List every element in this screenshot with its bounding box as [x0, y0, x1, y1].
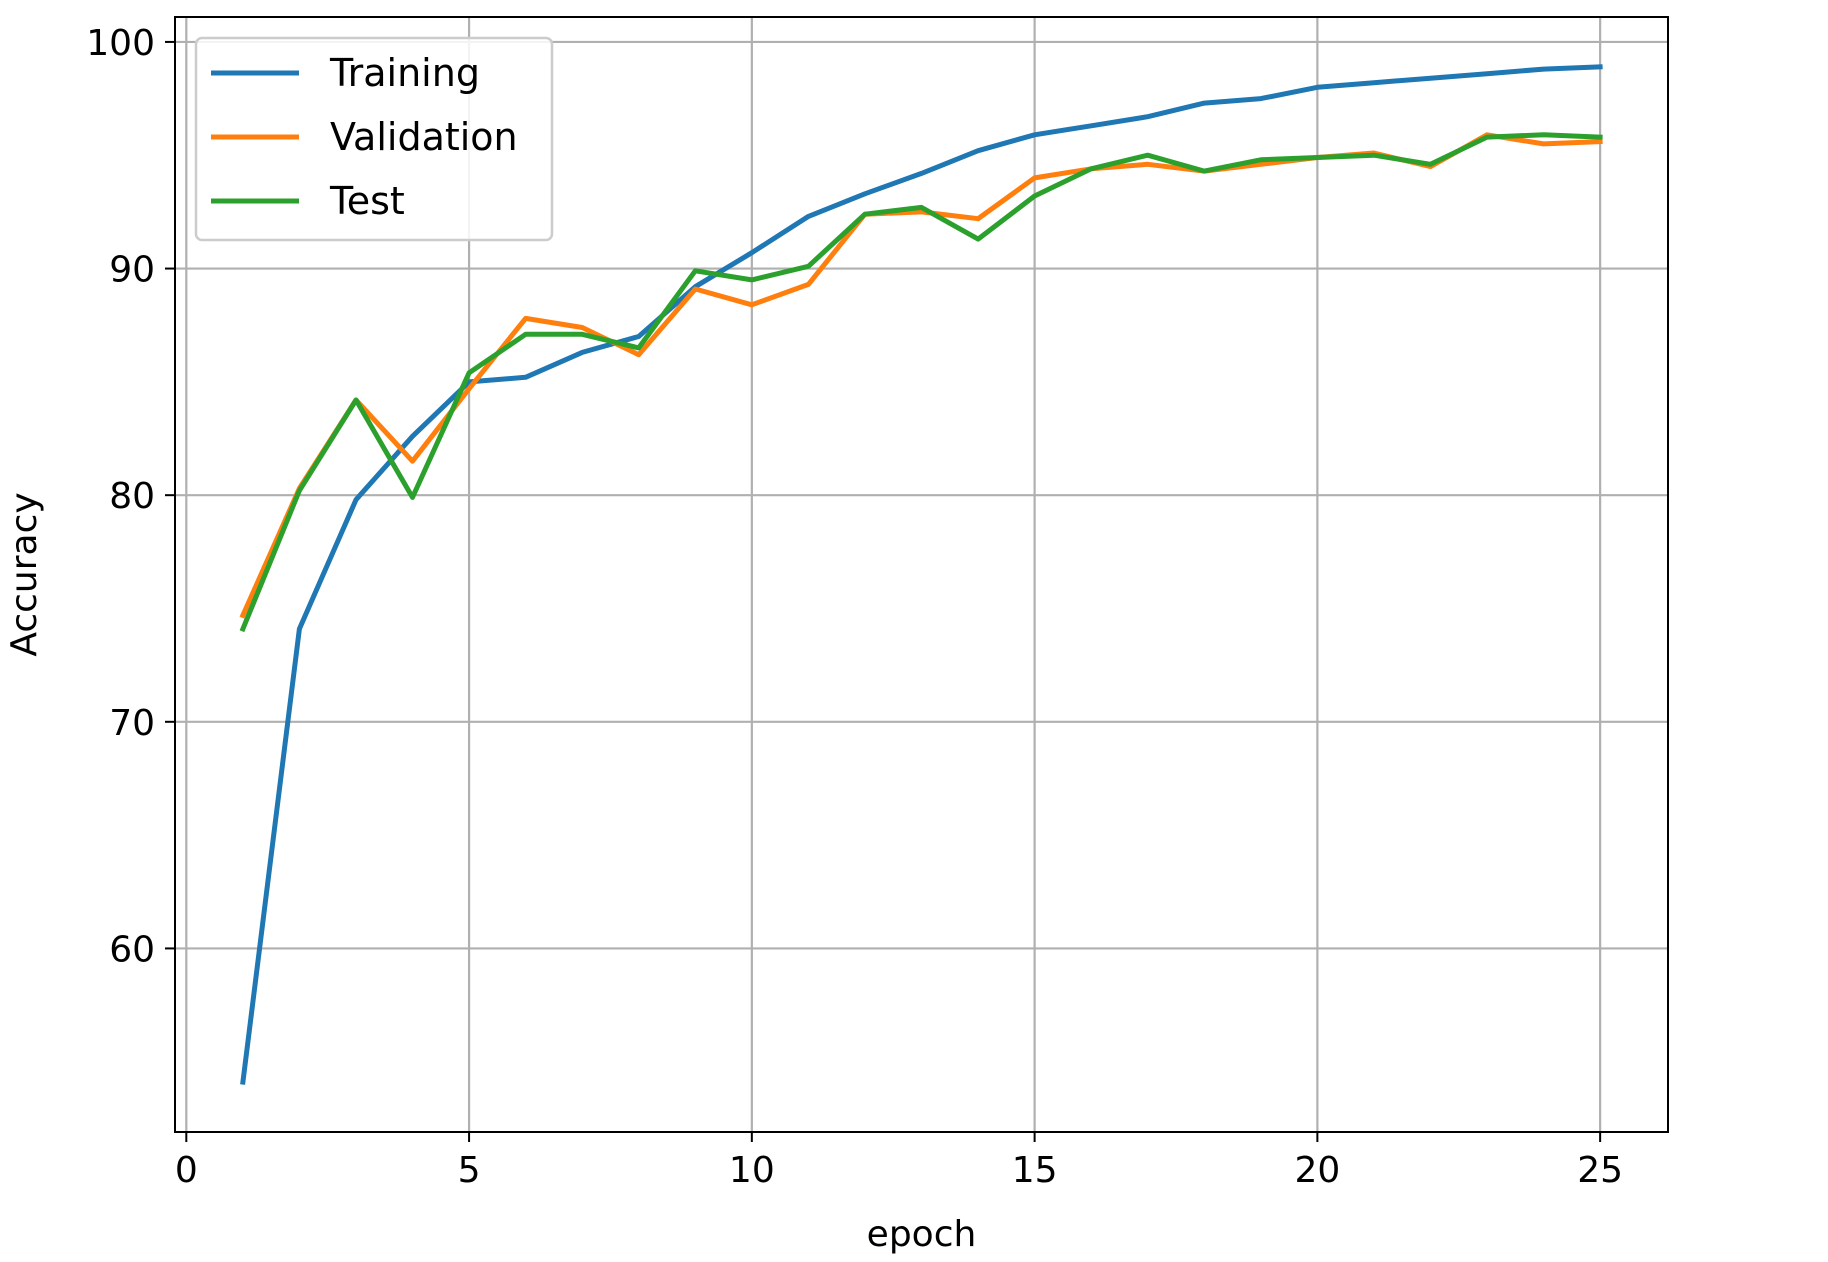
x-tick-label: 10: [729, 1150, 775, 1191]
x-tick-label: 5: [458, 1150, 481, 1191]
plot-frame: [174, 16, 1669, 1133]
y-tick-label: 70: [109, 703, 155, 744]
legend: Training Validation Test: [194, 36, 554, 242]
series-line-test: [239, 132, 1603, 633]
grid: [175, 17, 1668, 1132]
x-tick-label: 20: [1294, 1150, 1340, 1191]
legend-label: Validation: [330, 115, 518, 159]
legend-label: Test: [329, 179, 405, 223]
y-tick-label: 90: [109, 250, 155, 291]
y-tick-label: 80: [109, 476, 155, 517]
x-tick-label: 25: [1577, 1150, 1623, 1191]
x-axis-label: epoch: [867, 1214, 977, 1255]
y-tick-label: 60: [109, 929, 155, 970]
x-tick-label: 15: [1012, 1150, 1058, 1191]
axis-ticks: 0 5 10 15 20 25 60 70 80 90 100: [86, 23, 1623, 1191]
legend-box: [194, 36, 554, 242]
legend-label: Training: [329, 51, 480, 95]
y-tick-label: 100: [86, 23, 155, 64]
series-line-training: [240, 64, 1603, 1085]
series-lines: [239, 64, 1603, 1085]
y-axis-label: Accuracy: [4, 492, 45, 656]
x-tick-label: 0: [175, 1150, 198, 1191]
